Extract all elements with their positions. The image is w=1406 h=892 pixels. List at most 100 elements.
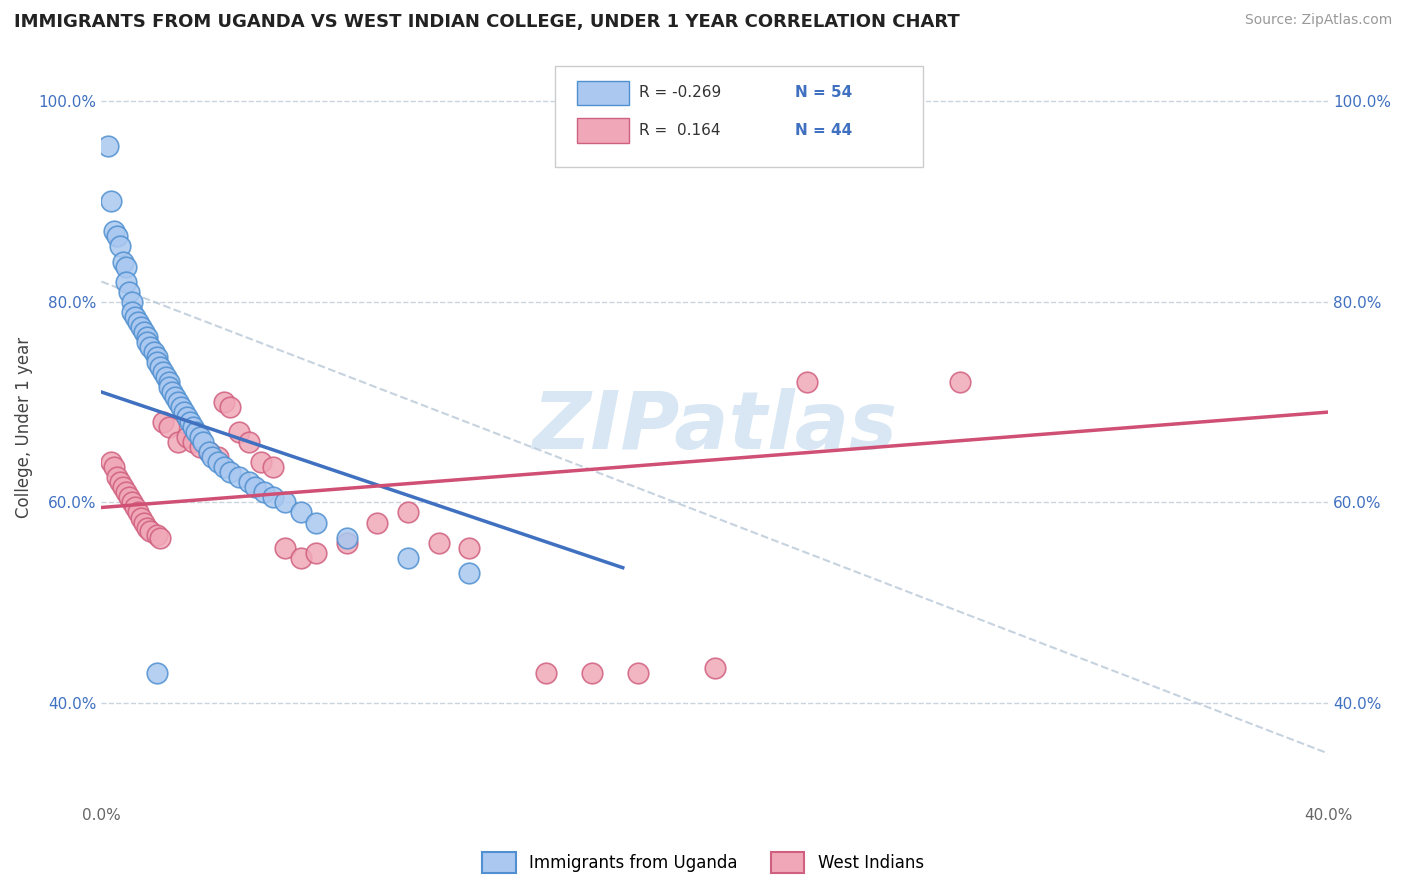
- Text: N = 44: N = 44: [794, 123, 852, 138]
- Point: [186, 425, 208, 439]
- Point: [100, 455, 122, 469]
- Point: [274, 495, 297, 509]
- Point: [228, 425, 250, 439]
- Point: [152, 415, 174, 429]
- Point: [396, 550, 419, 565]
- Point: [136, 520, 159, 534]
- Point: [458, 566, 481, 580]
- Point: [238, 435, 260, 450]
- Point: [127, 315, 149, 329]
- Point: [160, 384, 183, 399]
- Point: [703, 661, 725, 675]
- Point: [96, 139, 118, 153]
- Point: [305, 546, 328, 560]
- Point: [176, 410, 198, 425]
- Point: [157, 380, 180, 394]
- Point: [197, 445, 219, 459]
- Point: [458, 541, 481, 555]
- Point: [170, 400, 193, 414]
- Point: [129, 319, 152, 334]
- FancyBboxPatch shape: [555, 66, 924, 168]
- Point: [796, 375, 818, 389]
- Point: [134, 516, 156, 530]
- Point: [336, 535, 359, 549]
- Point: [191, 435, 214, 450]
- Point: [127, 506, 149, 520]
- Point: [228, 470, 250, 484]
- Legend: Immigrants from Uganda, West Indians: Immigrants from Uganda, West Indians: [475, 846, 931, 880]
- Point: [121, 495, 143, 509]
- Point: [108, 475, 131, 490]
- Point: [262, 460, 284, 475]
- Point: [262, 491, 284, 505]
- Point: [111, 254, 134, 268]
- Point: [336, 531, 359, 545]
- Point: [108, 239, 131, 253]
- Point: [207, 455, 229, 469]
- FancyBboxPatch shape: [578, 81, 628, 105]
- Point: [111, 480, 134, 494]
- Point: [183, 420, 205, 434]
- Point: [121, 294, 143, 309]
- Point: [157, 375, 180, 389]
- Point: [145, 527, 167, 541]
- Point: [118, 285, 141, 299]
- Text: N = 54: N = 54: [794, 86, 852, 100]
- Text: R =  0.164: R = 0.164: [638, 123, 720, 138]
- FancyBboxPatch shape: [578, 119, 628, 143]
- Point: [152, 365, 174, 379]
- Point: [949, 375, 972, 389]
- Point: [627, 666, 650, 681]
- Point: [188, 440, 211, 454]
- Point: [124, 310, 146, 324]
- Point: [136, 334, 159, 349]
- Point: [179, 415, 201, 429]
- Point: [145, 350, 167, 364]
- Point: [157, 420, 180, 434]
- Point: [105, 470, 128, 484]
- Point: [103, 460, 125, 475]
- Point: [253, 485, 276, 500]
- Point: [134, 325, 156, 339]
- Point: [167, 395, 190, 409]
- Point: [149, 359, 172, 374]
- Point: [176, 430, 198, 444]
- Point: [188, 430, 211, 444]
- Point: [118, 491, 141, 505]
- Point: [173, 405, 195, 419]
- Point: [183, 435, 205, 450]
- Point: [212, 460, 235, 475]
- Point: [145, 355, 167, 369]
- Text: Source: ZipAtlas.com: Source: ZipAtlas.com: [1244, 13, 1392, 28]
- Point: [219, 466, 242, 480]
- Point: [149, 531, 172, 545]
- Point: [366, 516, 388, 530]
- Point: [201, 450, 224, 465]
- Point: [103, 224, 125, 238]
- Point: [139, 340, 162, 354]
- Point: [124, 500, 146, 515]
- Point: [274, 541, 297, 555]
- Text: R = -0.269: R = -0.269: [638, 86, 721, 100]
- Point: [139, 524, 162, 538]
- Point: [290, 550, 312, 565]
- Point: [115, 485, 138, 500]
- Point: [155, 370, 177, 384]
- Point: [290, 506, 312, 520]
- Point: [197, 445, 219, 459]
- Point: [250, 455, 273, 469]
- Point: [115, 275, 138, 289]
- Point: [581, 666, 603, 681]
- Point: [129, 510, 152, 524]
- Y-axis label: College, Under 1 year: College, Under 1 year: [15, 336, 32, 517]
- Point: [167, 435, 190, 450]
- Text: ZIPatlas: ZIPatlas: [533, 388, 897, 467]
- Point: [219, 400, 242, 414]
- Point: [121, 304, 143, 318]
- Point: [115, 260, 138, 274]
- Point: [100, 194, 122, 209]
- Text: IMMIGRANTS FROM UGANDA VS WEST INDIAN COLLEGE, UNDER 1 YEAR CORRELATION CHART: IMMIGRANTS FROM UGANDA VS WEST INDIAN CO…: [14, 13, 960, 31]
- Point: [212, 395, 235, 409]
- Point: [105, 229, 128, 244]
- Point: [243, 480, 266, 494]
